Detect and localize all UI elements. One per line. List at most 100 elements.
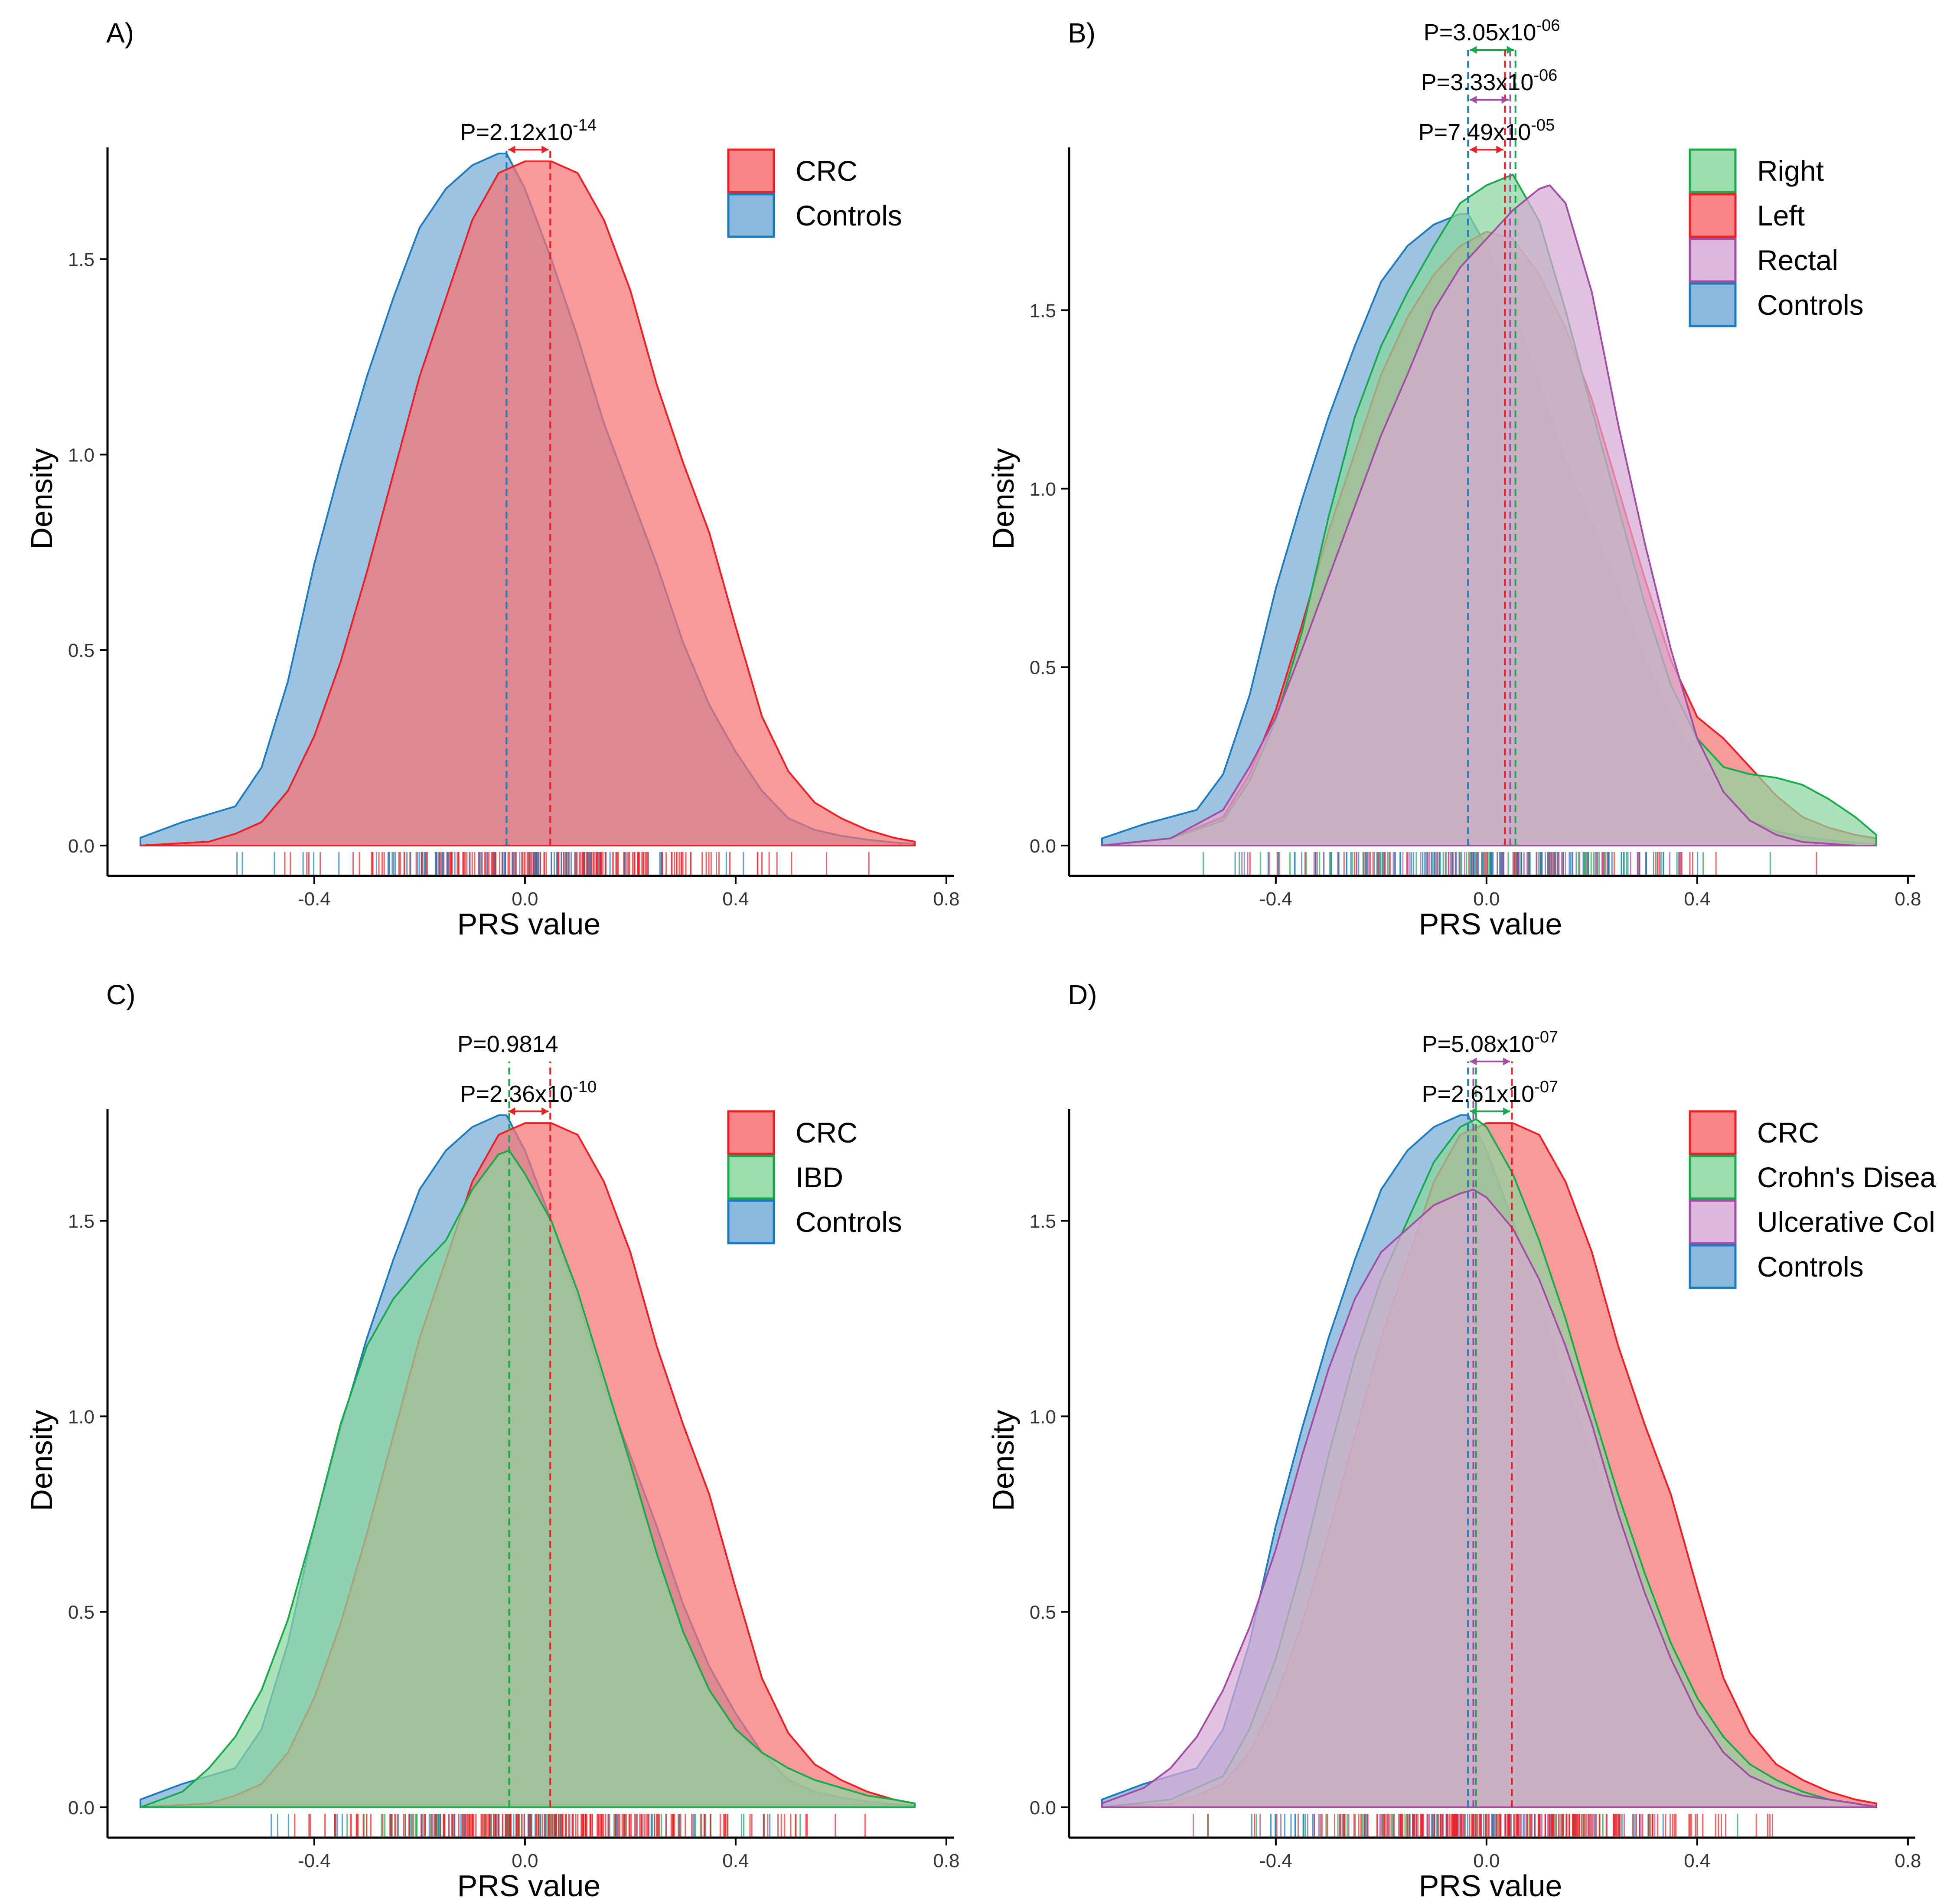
arrow-head-right <box>1503 1058 1510 1065</box>
legend-swatch <box>727 148 775 193</box>
x-tick-label: 0.4 <box>1684 1850 1710 1871</box>
y-axis-label: Density <box>25 448 59 549</box>
panel-label: B) <box>1068 17 1096 49</box>
p-value-label: P=0.9814 <box>457 1031 558 1057</box>
y-tick-label: 0.0 <box>1030 1797 1056 1819</box>
legend-swatch <box>727 1199 775 1244</box>
rug-plot <box>1203 852 1817 875</box>
density-ulcerative-colitis <box>1101 1189 1877 1808</box>
legend-label: Right <box>1757 155 1824 187</box>
legend: Right Left Rectal Controls <box>1689 148 1864 327</box>
p-value-label: P=5.08x10-07 <box>1422 1028 1558 1057</box>
p-value-annotation: P=2.61x10-07 <box>1422 1078 1558 1115</box>
legend-swatch <box>1689 1155 1737 1200</box>
legend-swatch <box>727 1110 775 1155</box>
x-axis-label: PRS value <box>457 907 601 941</box>
y-tick-label: 1.5 <box>68 1211 95 1232</box>
x-tick-label: -0.4 <box>1259 888 1292 910</box>
y-tick-label: 1.5 <box>68 249 95 270</box>
legend-label: Rectal <box>1757 244 1838 276</box>
legend-label: Crohn's Disease <box>1757 1161 1937 1193</box>
legend-label: Controls <box>1757 1251 1864 1283</box>
legend-swatch <box>1689 1110 1737 1155</box>
p-value-label: P=7.49x10-05 <box>1419 116 1555 145</box>
arrow-head-left <box>1470 1058 1477 1065</box>
p-value-annotation: P=3.33x10-06 <box>1421 66 1557 104</box>
y-axis-label: Density <box>986 1410 1020 1511</box>
x-tick-label: 0.4 <box>722 888 749 910</box>
legend-label: Controls <box>796 1206 902 1238</box>
arrow-head-right <box>1503 1107 1510 1115</box>
legend: CRC IBD Controls <box>727 1110 902 1244</box>
rug-plot <box>1193 1814 1773 1837</box>
p-value-label: P=2.12x10-14 <box>460 116 597 145</box>
y-tick-label: 0.5 <box>68 1602 95 1623</box>
x-tick-label: 0.0 <box>1473 888 1500 910</box>
y-tick-label: 1.5 <box>1030 1211 1056 1232</box>
rug-plot <box>271 1814 866 1837</box>
y-tick-label: 1.0 <box>1030 1406 1056 1427</box>
legend-swatch <box>727 193 775 238</box>
x-tick-label: 0.8 <box>1895 888 1921 910</box>
legend-label: CRC <box>796 155 858 187</box>
arrow-head-left <box>1470 96 1477 104</box>
x-tick-label: 0.0 <box>512 888 538 910</box>
legend-label: CRC <box>1757 1117 1819 1149</box>
arrow-head-left <box>508 146 515 153</box>
p-value-label: P=2.36x10-10 <box>460 1078 597 1107</box>
legend-label: Controls <box>1757 289 1864 321</box>
p-value-annotation: P=3.05x10-06 <box>1424 16 1560 54</box>
legend-swatch <box>1689 148 1737 193</box>
y-tick-label: 0.0 <box>68 1797 95 1819</box>
panel-label: C) <box>106 979 136 1010</box>
density-ibd <box>139 1150 916 1808</box>
panel-a: A) 0.0 0.5 1.0 1.5 -0.4 0.0 0.4 0.8 PRS value Dens… <box>25 17 959 941</box>
p-value-annotation: P=0.9814 <box>457 1031 558 1057</box>
p-value-label: P=3.05x10-06 <box>1424 16 1560 46</box>
arrow-head-left <box>1470 1107 1477 1115</box>
rug-plot <box>236 852 870 875</box>
x-tick-label: -0.4 <box>298 1850 331 1871</box>
x-tick-label: 0.4 <box>1684 888 1710 910</box>
x-tick-label: 0.4 <box>722 1850 749 1871</box>
panel-label: A) <box>106 17 134 49</box>
y-tick-label: 1.0 <box>68 1406 95 1427</box>
y-tick-label: 0.5 <box>1030 657 1056 678</box>
p-value-label: P=2.61x10-07 <box>1422 1078 1558 1107</box>
panel-label: D) <box>1068 979 1097 1010</box>
legend-swatch <box>1689 238 1737 283</box>
y-axis-label: Density <box>25 1410 59 1511</box>
arrow-head-right <box>541 146 549 153</box>
legend: CRC Controls <box>727 148 902 238</box>
y-tick-label: 1.5 <box>1030 300 1056 321</box>
x-axis-label: PRS value <box>457 1869 601 1903</box>
y-tick-label: 0.0 <box>1030 836 1056 857</box>
x-tick-label: -0.4 <box>298 888 331 910</box>
y-tick-label: 0.5 <box>68 640 95 661</box>
x-axis-label: PRS value <box>1419 1869 1562 1903</box>
x-tick-label: 0.0 <box>1473 1850 1500 1871</box>
p-value-annotation: P=5.08x10-07 <box>1422 1028 1558 1065</box>
arrow-head-right <box>1496 146 1503 153</box>
legend-swatch <box>1689 1199 1737 1244</box>
x-tick-label: 0.8 <box>933 888 959 910</box>
x-tick-label: 0.0 <box>512 1850 538 1871</box>
p-value-annotation: P=2.12x10-14 <box>460 116 597 153</box>
arrow-head-left <box>508 1107 515 1115</box>
legend-swatch <box>1689 282 1737 327</box>
arrow-head-right <box>1501 96 1509 104</box>
x-tick-label: 0.8 <box>933 1850 959 1871</box>
arrow-head-right <box>541 1107 549 1115</box>
p-value-annotation: P=7.49x10-05 <box>1419 116 1555 153</box>
panel-c: C) 0.0 0.5 1.0 1.5 -0.4 0.0 0.4 0.8 PRS value Dens… <box>25 979 959 1903</box>
density-rectal <box>1101 184 1877 846</box>
panel-b: B) 0.0 0.5 1.0 1.5 -0.4 0.0 0.4 0.8 PRS value Dens… <box>986 16 1921 941</box>
legend-swatch <box>1689 193 1737 238</box>
p-value-annotation: P=2.36x10-10 <box>460 1078 597 1115</box>
legend-swatch <box>1689 1244 1737 1289</box>
legend-label: IBD <box>796 1161 843 1193</box>
legend-swatch <box>727 1155 775 1200</box>
x-axis-label: PRS value <box>1419 907 1562 941</box>
legend-label: Left <box>1757 199 1805 232</box>
